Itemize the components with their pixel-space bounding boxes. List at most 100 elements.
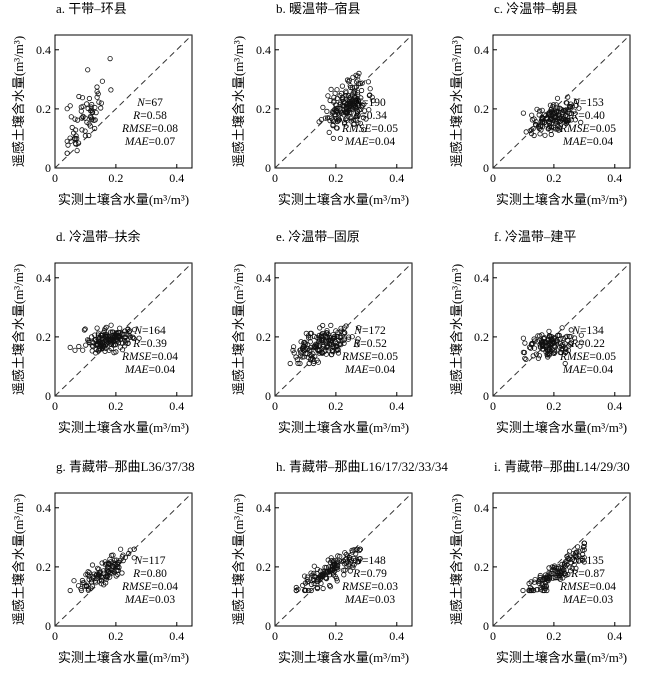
data-point [576, 105, 582, 111]
data-point [308, 347, 314, 353]
y-axis-label: 遥感土壤含水量(m³/m³) [231, 494, 246, 625]
stat-r: R=0.40 [570, 110, 605, 122]
data-point [306, 360, 312, 367]
data-point [301, 354, 307, 360]
data-point [556, 109, 562, 115]
data-point [326, 569, 332, 575]
stat-key: RMSE [341, 581, 371, 593]
stat-value: =0.58 [140, 110, 167, 122]
panel-title: i. 青藏带–那曲L14/29/30 [494, 459, 630, 474]
data-point [578, 332, 584, 338]
panel-h: 00 0.2 0.2 0.4 0.4 h. 青藏带–那曲L16/17/32/33/34 实测… [231, 459, 448, 665]
data-point [112, 334, 118, 340]
data-point [319, 330, 325, 337]
y-tick-label: 0.4 [256, 501, 271, 515]
data-point [102, 348, 108, 354]
data-point [308, 356, 314, 362]
data-point [562, 107, 568, 114]
data-point [127, 328, 133, 334]
y-tick-label: 0.4 [256, 271, 271, 285]
data-point [540, 584, 546, 590]
stat-key: RMSE [121, 351, 151, 363]
data-point [86, 569, 92, 576]
data-point [99, 78, 106, 84]
scatter-points [316, 70, 376, 141]
data-point [527, 128, 533, 134]
data-point [329, 347, 335, 353]
x-tick-label: 0.4 [389, 629, 404, 643]
stat-key: MAE [344, 594, 369, 606]
data-point [64, 138, 70, 144]
stat-key: R [132, 338, 140, 350]
data-point [326, 129, 332, 135]
data-point [108, 552, 115, 559]
data-point [299, 354, 305, 360]
stat-value: =172 [362, 325, 386, 337]
data-point [98, 577, 104, 584]
x-axis-label: 实测土壤含水量(m³/m³) [278, 650, 409, 665]
data-point [557, 106, 563, 112]
stat-n: N=172 [353, 325, 386, 337]
data-point [522, 355, 528, 361]
data-point [339, 83, 345, 89]
stat-mae: MAE=0.04 [562, 136, 614, 148]
data-point [311, 580, 317, 587]
scatter-points [287, 322, 362, 367]
plot-frame [492, 492, 631, 627]
data-point [348, 118, 354, 124]
stat-key: RMSE [121, 123, 151, 135]
data-point [536, 580, 542, 586]
data-point [337, 335, 343, 341]
stat-mae: MAE=0.03 [124, 594, 176, 606]
stat-value: =0.03 [369, 594, 396, 606]
x-tick-label: 0 [272, 629, 278, 643]
stat-value: =0.79 [360, 568, 387, 580]
stat-value: =0.05 [371, 351, 398, 363]
data-point [346, 334, 352, 340]
data-point [320, 104, 326, 111]
data-point [96, 346, 102, 352]
data-point [578, 119, 584, 126]
data-point [334, 118, 341, 125]
data-point [549, 564, 555, 570]
stat-key: R [132, 110, 140, 122]
x-tick-label: 0.4 [169, 399, 184, 413]
stat-value: =0.08 [151, 123, 178, 135]
stat-key: R [132, 568, 140, 580]
data-point [566, 333, 572, 340]
data-point [92, 104, 98, 111]
data-point [331, 333, 338, 340]
data-point [529, 587, 535, 594]
data-point [330, 122, 336, 128]
data-point [111, 564, 117, 570]
data-point [334, 343, 340, 350]
data-point [334, 340, 340, 346]
one-to-one-line [492, 492, 631, 627]
data-point [339, 94, 346, 101]
data-point [338, 328, 344, 334]
y-tick-label: 0 [265, 161, 271, 175]
stat-value: =164 [142, 325, 166, 337]
stat-value: =0.05 [371, 123, 398, 135]
scatter-points [67, 546, 137, 594]
y-tick-label: 0.2 [256, 102, 271, 116]
data-point [82, 115, 88, 121]
data-point [74, 148, 80, 154]
data-point [68, 138, 74, 144]
data-point [323, 575, 330, 582]
data-point [539, 116, 546, 122]
data-point [79, 577, 86, 584]
data-point [533, 587, 540, 593]
one-to-one-line [54, 34, 193, 169]
data-point [350, 74, 356, 80]
stat-value: =0.05 [589, 351, 616, 363]
scatter-points [520, 94, 584, 139]
data-point [334, 87, 340, 93]
data-point [312, 573, 318, 580]
data-point [71, 578, 77, 584]
data-point [89, 343, 95, 349]
data-point [72, 135, 78, 141]
data-point [562, 563, 568, 569]
data-point [312, 353, 318, 359]
